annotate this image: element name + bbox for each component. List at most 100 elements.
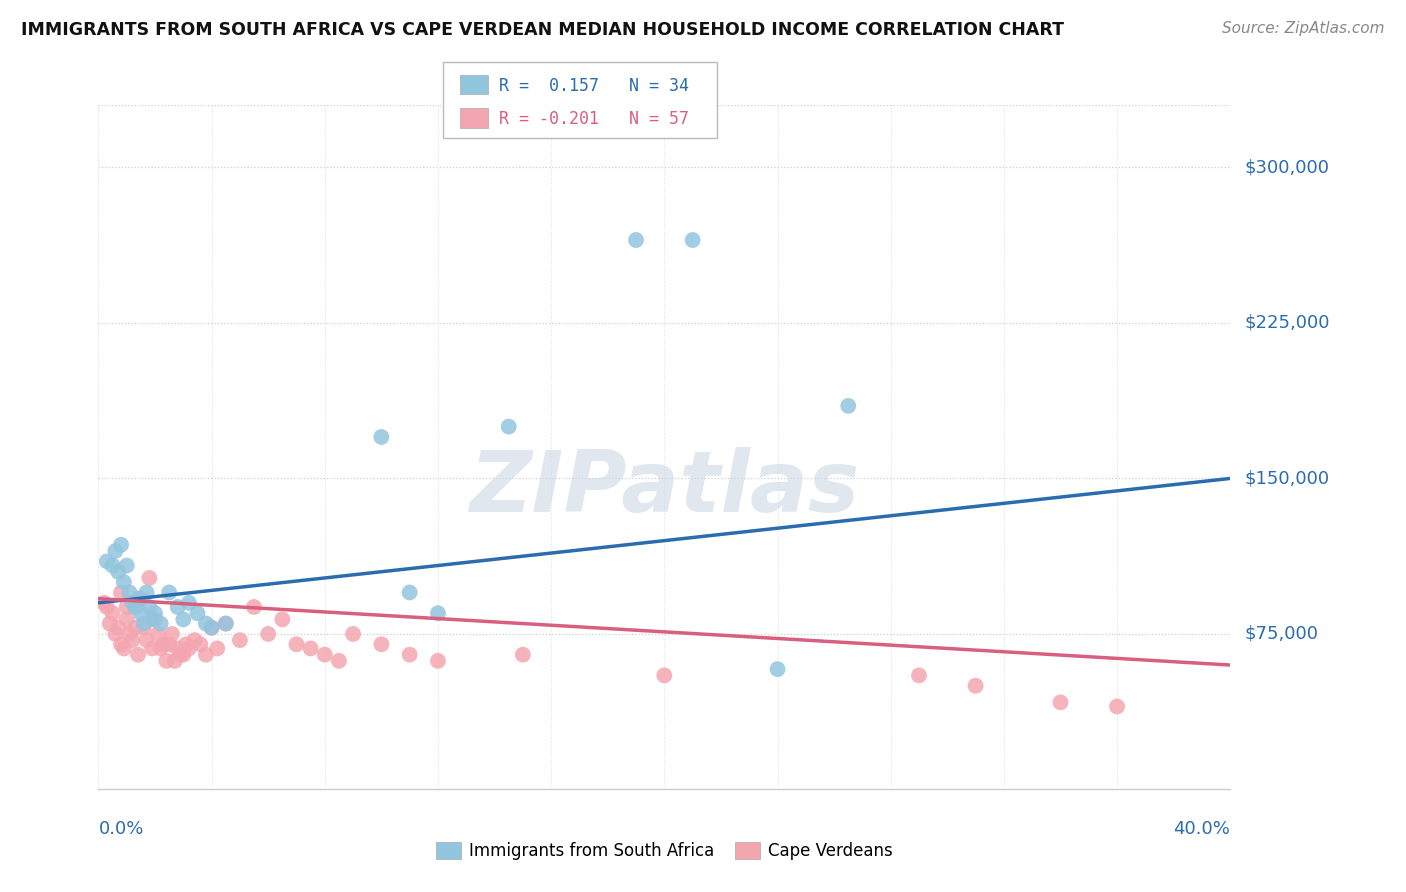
Point <box>624 233 647 247</box>
Point <box>837 399 859 413</box>
Point <box>157 585 180 599</box>
Point <box>135 633 157 648</box>
Point <box>194 616 217 631</box>
Point <box>1107 699 1129 714</box>
Point <box>101 558 124 573</box>
Point <box>112 641 135 656</box>
Point <box>132 616 155 631</box>
Point <box>121 633 143 648</box>
Point <box>124 621 146 635</box>
Point <box>201 621 224 635</box>
Point <box>166 641 188 656</box>
Point <box>215 616 238 631</box>
Point <box>118 627 141 641</box>
Point <box>166 599 188 614</box>
Point <box>427 654 450 668</box>
Point <box>965 679 987 693</box>
Point <box>174 637 197 651</box>
Text: $75,000: $75,000 <box>1244 625 1319 643</box>
Point <box>908 668 931 682</box>
Point <box>183 633 205 648</box>
Point <box>115 599 138 614</box>
Point <box>121 596 143 610</box>
Point <box>127 591 149 606</box>
Point <box>498 419 520 434</box>
Point <box>285 637 308 651</box>
Point <box>186 606 208 620</box>
Point <box>177 641 200 656</box>
Point <box>314 648 336 662</box>
Point <box>766 662 789 676</box>
Point <box>163 654 186 668</box>
Point <box>149 616 172 631</box>
Text: 0.0%: 0.0% <box>98 820 143 838</box>
Point <box>110 585 132 599</box>
Text: Source: ZipAtlas.com: Source: ZipAtlas.com <box>1222 21 1385 36</box>
Point <box>98 616 121 631</box>
Point <box>115 612 138 626</box>
Point <box>160 627 183 641</box>
Point <box>143 612 166 626</box>
Point <box>112 575 135 590</box>
Point <box>118 585 141 599</box>
Point <box>427 606 450 620</box>
Text: R =  0.157   N = 34: R = 0.157 N = 34 <box>499 77 689 95</box>
Point <box>398 648 420 662</box>
Point <box>342 627 364 641</box>
Point <box>104 544 127 558</box>
Text: $150,000: $150,000 <box>1244 469 1329 487</box>
Point <box>299 641 322 656</box>
Point <box>215 616 238 631</box>
Point <box>129 591 152 606</box>
Point <box>188 637 211 651</box>
Point <box>115 558 138 573</box>
Point <box>110 538 132 552</box>
Text: R = -0.201   N = 57: R = -0.201 N = 57 <box>499 111 689 128</box>
Point <box>157 637 180 651</box>
Point <box>169 648 191 662</box>
Text: $225,000: $225,000 <box>1244 314 1330 332</box>
Point <box>512 648 534 662</box>
Point <box>257 627 280 641</box>
Point <box>129 606 152 620</box>
Text: $300,000: $300,000 <box>1244 159 1329 177</box>
Point <box>271 612 294 626</box>
Point <box>135 585 157 599</box>
Point <box>1049 695 1071 709</box>
Point <box>243 599 266 614</box>
Point <box>104 627 127 641</box>
Point <box>138 571 160 585</box>
Point <box>93 596 115 610</box>
Point <box>138 599 160 614</box>
Point <box>177 596 200 610</box>
Point <box>370 430 392 444</box>
Point <box>172 648 194 662</box>
Point <box>194 648 217 662</box>
Point <box>107 621 129 635</box>
Point <box>132 621 155 635</box>
Point <box>96 599 118 614</box>
Point <box>107 565 129 579</box>
Point <box>110 637 132 651</box>
Text: IMMIGRANTS FROM SOUTH AFRICA VS CAPE VERDEAN MEDIAN HOUSEHOLD INCOME CORRELATION: IMMIGRANTS FROM SOUTH AFRICA VS CAPE VER… <box>21 21 1064 38</box>
Text: ZIPatlas: ZIPatlas <box>470 447 859 530</box>
Point <box>328 654 350 668</box>
Point <box>124 599 146 614</box>
Point <box>207 641 229 656</box>
Point <box>143 606 166 620</box>
Point <box>152 637 174 651</box>
Point <box>101 606 124 620</box>
Point <box>149 641 172 656</box>
Point <box>141 612 163 626</box>
Point <box>229 633 252 648</box>
Point <box>370 637 392 651</box>
Point <box>172 612 194 626</box>
Point <box>398 585 420 599</box>
Point <box>682 233 704 247</box>
Text: 40.0%: 40.0% <box>1174 820 1230 838</box>
Point <box>155 654 177 668</box>
Point <box>146 627 169 641</box>
Legend: Immigrants from South Africa, Cape Verdeans: Immigrants from South Africa, Cape Verde… <box>436 841 893 860</box>
Point <box>96 554 118 568</box>
Point <box>127 648 149 662</box>
